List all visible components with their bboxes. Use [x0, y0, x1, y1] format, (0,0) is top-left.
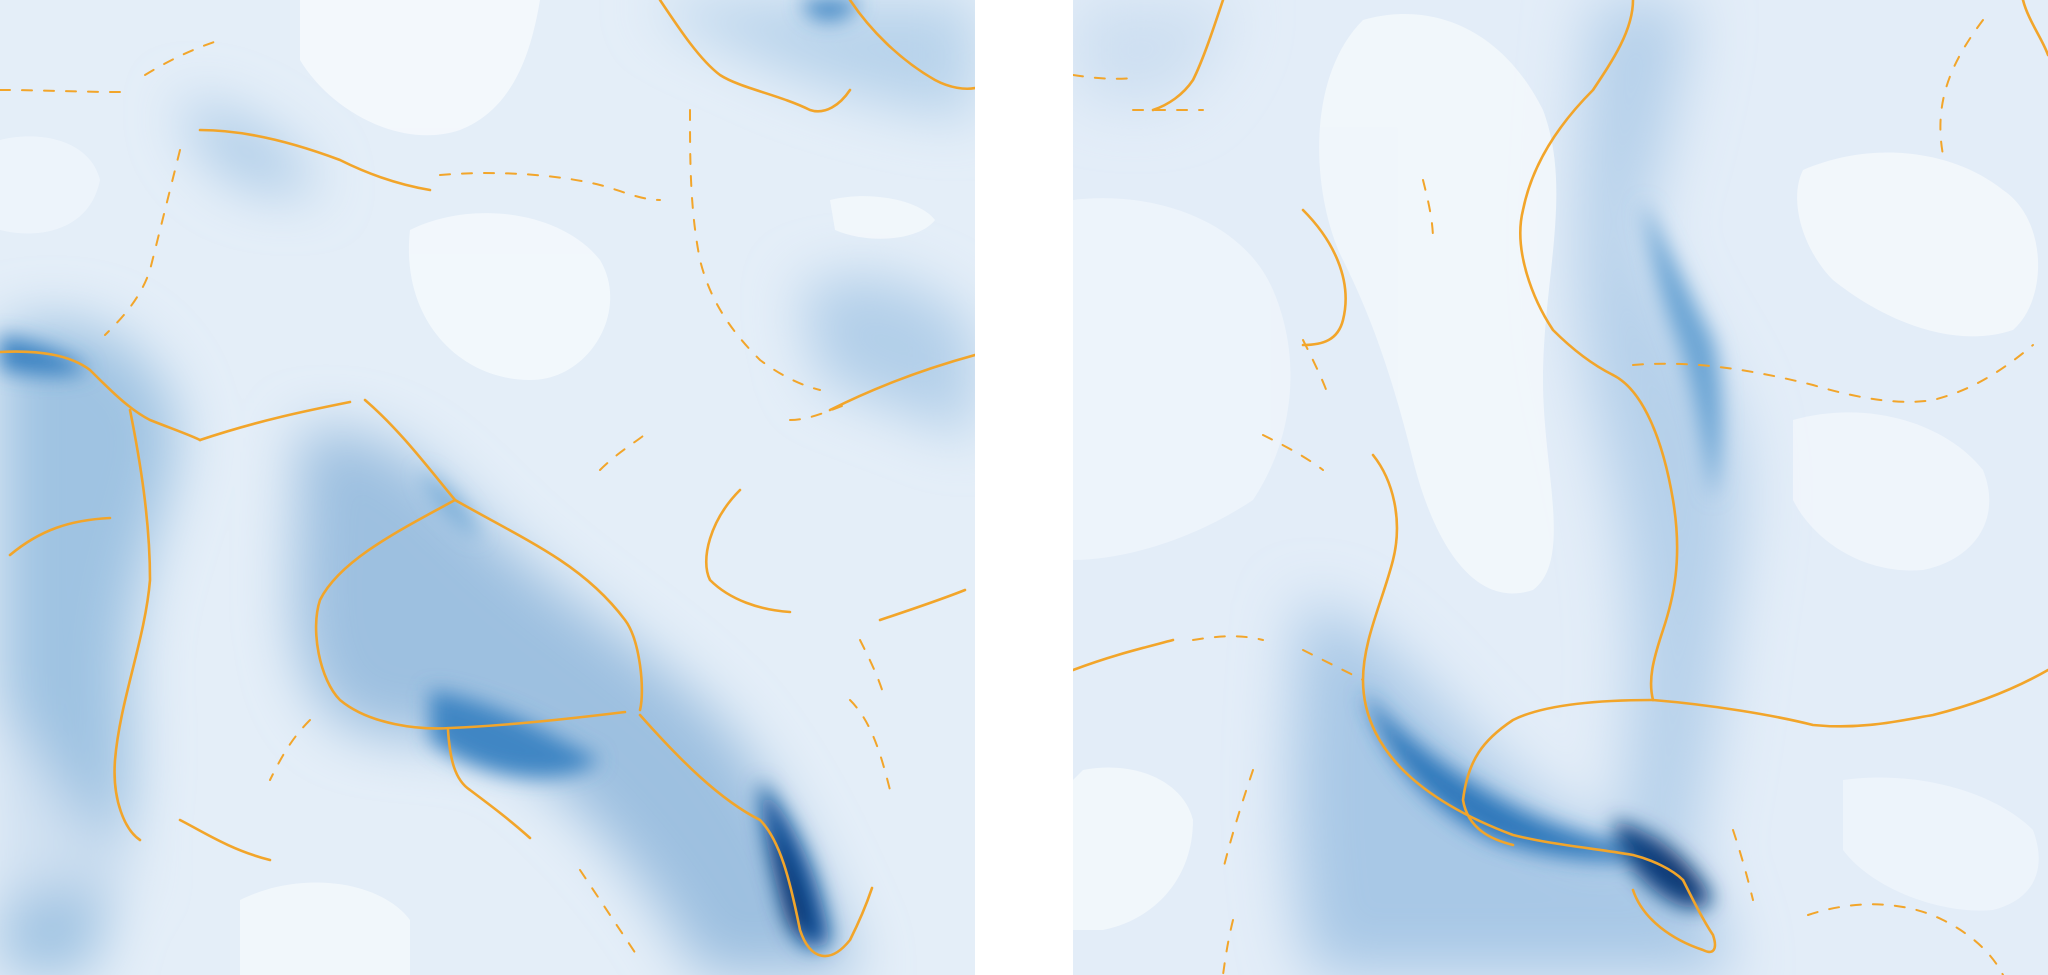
- trace-dashed: [1422, 179, 1434, 241]
- trace-path: [1361, 453, 1405, 772]
- trace-dashed: [689, 109, 821, 391]
- trace-dashed: [1222, 769, 1254, 871]
- trace-path: [8, 516, 112, 557]
- trace-dashed: [1302, 649, 1364, 681]
- trace-path: [2021, 0, 2048, 57]
- trace-path: [1631, 878, 1717, 954]
- trace-path: [1519, 0, 1635, 377]
- trace-dashed: [1939, 19, 1984, 156]
- orange-dashed-traces: [0, 39, 891, 961]
- trace-path: [0, 350, 202, 442]
- light-regions: [0, 0, 935, 975]
- trace-dashed: [269, 719, 311, 781]
- trace-dashed: [104, 149, 181, 336]
- trace-path: [828, 353, 975, 412]
- trace-dashed: [1632, 344, 2034, 403]
- trace-dashed: [1192, 635, 1264, 641]
- left-field-panel: [0, 0, 975, 975]
- trace-dashed: [1807, 903, 2004, 975]
- trace-path: [198, 128, 432, 192]
- trace-path: [1151, 0, 1225, 112]
- field-contours: [0, 0, 975, 975]
- trace-path: [314, 498, 627, 730]
- trace-path: [704, 488, 792, 614]
- trace-path: [446, 728, 532, 840]
- orange-traces: [0, 0, 975, 958]
- trace-dashed: [1262, 434, 1324, 471]
- left-contour-plot: [0, 0, 975, 975]
- trace-dashed: [1222, 919, 1234, 975]
- trace-path: [1611, 373, 1679, 702]
- trace-path: [638, 713, 874, 958]
- trace-path: [363, 398, 644, 712]
- trace-path: [1461, 698, 1655, 847]
- trace-dashed: [849, 699, 891, 791]
- trace-path: [1651, 668, 2048, 728]
- trace-dashed: [599, 429, 651, 471]
- trace-dashed: [1302, 339, 1329, 396]
- right-field-panel: [1073, 0, 2048, 975]
- field-contours: [1073, 0, 1742, 975]
- trace-dashed: [1073, 74, 1134, 80]
- trace-dashed: [1732, 829, 1754, 901]
- trace-dashed: [789, 404, 846, 421]
- trace-path: [198, 400, 352, 442]
- trace-dashed: [144, 39, 221, 76]
- trace-path: [878, 588, 967, 622]
- field-peaks: [1363, 200, 1721, 909]
- trace-path: [1073, 638, 1175, 672]
- trace-path: [113, 408, 152, 842]
- right-contour-plot: [1073, 0, 2048, 975]
- trace-dashed: [579, 869, 641, 961]
- trace-dashed: [439, 172, 661, 201]
- trace-path: [1301, 208, 1347, 347]
- trace-path: [178, 818, 272, 862]
- orange-traces: [1073, 0, 2048, 954]
- trace-dashed: [859, 639, 886, 701]
- trace-path: [1401, 768, 1685, 882]
- light-regions: [1073, 14, 2039, 930]
- trace-path: [658, 0, 852, 113]
- orange-dashed-traces: [1073, 19, 2034, 975]
- trace-path: [848, 0, 975, 91]
